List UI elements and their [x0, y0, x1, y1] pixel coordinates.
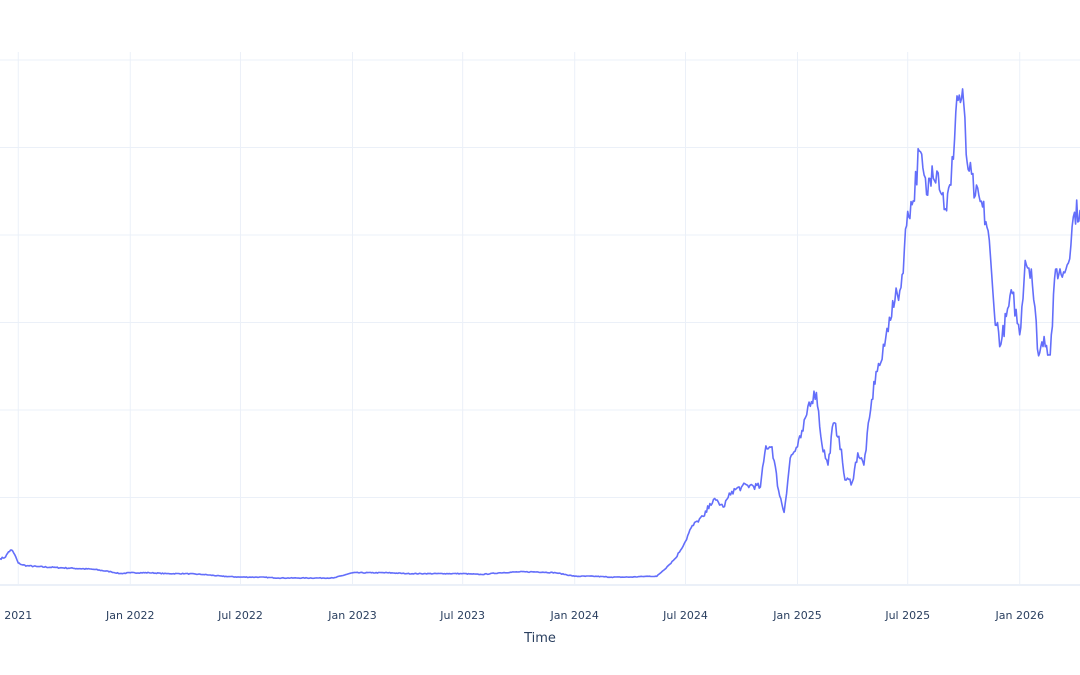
- x-tick-label: Jul 2022: [217, 609, 263, 622]
- x-tick-label: Jan 2022: [105, 609, 154, 622]
- x-tick-label: 2021: [4, 609, 32, 622]
- x-tick-label: Jan 2025: [772, 609, 821, 622]
- x-tick-label: Jul 2024: [662, 609, 708, 622]
- x-gridlines: [17, 52, 1021, 585]
- x-axis-title: Time: [523, 631, 556, 646]
- x-tick-label: Jul 2025: [884, 609, 930, 622]
- x-tick-labels: 2021 Jan 2022 Jul 2022 Jan 2023 Jul 2023 Jan …: [4, 609, 1044, 622]
- x-tick-label: Jan 2026: [995, 609, 1044, 622]
- x-tick-label: Jan 2024: [549, 609, 598, 622]
- series-line: [0, 88, 1080, 580]
- x-tick-label: Jan 2023: [327, 609, 376, 622]
- y-gridlines: [0, 59, 1080, 586]
- x-tick-label: Jul 2023: [439, 609, 485, 622]
- plot-area: [0, 88, 1080, 580]
